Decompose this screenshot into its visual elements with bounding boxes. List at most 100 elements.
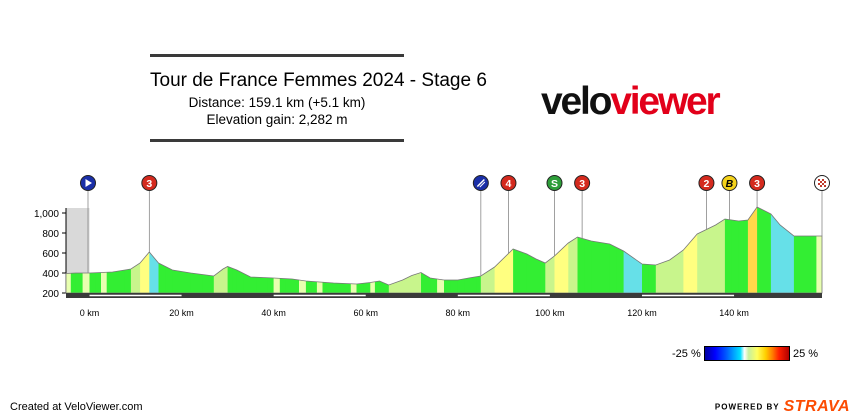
gradient-segment <box>536 207 542 293</box>
gradient-segment <box>720 207 726 293</box>
gradient-segment <box>572 207 579 293</box>
gradient-segment <box>697 207 704 293</box>
gradient-segment <box>799 207 806 293</box>
gradient-segment <box>487 207 496 293</box>
gradient-color-scale <box>704 346 790 361</box>
gradient-segment <box>703 207 711 293</box>
gradient-segment <box>731 207 740 293</box>
marker-sprint-label: S <box>551 178 558 190</box>
y-tick-label: 1,000 <box>34 209 59 220</box>
gradient-segment <box>363 207 371 293</box>
gradient-segment <box>603 207 611 293</box>
x-tick-label: 120 km <box>627 308 657 318</box>
gradient-segment <box>545 207 551 293</box>
gradient-segment <box>184 207 192 293</box>
gradient-segment <box>757 207 765 293</box>
start-play-icon <box>85 179 92 187</box>
x-tick-label: 140 km <box>719 308 749 318</box>
gradient-segment <box>747 207 754 293</box>
gradient-segment <box>805 207 812 293</box>
gradient-segment <box>250 207 257 293</box>
gradient-segment <box>584 207 592 293</box>
gradient-segment <box>232 207 238 293</box>
gradient-segment <box>775 207 781 293</box>
elevation-gain-label: Elevation gain: 2,282 m <box>206 112 348 127</box>
gradient-segment <box>135 207 141 293</box>
distance-label: Distance: 159.1 km (+5.1 km) <box>188 95 366 110</box>
gradient-segment <box>430 207 438 293</box>
gradient-segment <box>577 207 585 293</box>
y-tick-label: 800 <box>42 229 59 240</box>
gradient-segment <box>743 207 749 293</box>
title-rule-bottom <box>150 139 404 142</box>
x-tick-label: 100 km <box>535 308 565 318</box>
plot-area: 200 400 600 800 1,000 0 km 20 km 40 km 60 km 80 k… <box>34 175 830 318</box>
profile-fill-group <box>66 207 822 293</box>
marker-bonus-circle <box>721 175 738 191</box>
gradient-segment <box>130 207 137 293</box>
gradient-segment <box>609 207 618 293</box>
gradient-segment <box>500 207 508 293</box>
gradient-segment <box>322 207 329 293</box>
finish-checker-icon <box>820 181 822 183</box>
gradient-segment <box>279 207 287 293</box>
gradient-segment <box>816 207 822 293</box>
gradient-segment <box>118 207 126 293</box>
gradient-segment <box>333 207 340 293</box>
x-tick-label: 20 km <box>169 308 194 318</box>
gradient-segment <box>149 207 155 293</box>
gradient-segment <box>89 207 96 293</box>
marker-climb-label: 3 <box>146 178 152 190</box>
gradient-segment <box>196 207 203 293</box>
finish-checker-icon <box>818 183 820 185</box>
gradient-segment <box>494 207 502 293</box>
y-tick-label: 200 <box>42 289 59 300</box>
gradient-segment <box>267 207 275 293</box>
gradient-segment <box>810 207 817 293</box>
gradient-segment <box>591 207 598 293</box>
gradient-segment <box>616 207 625 293</box>
gradient-segment <box>770 207 777 293</box>
flamme-rouge-icon <box>476 178 485 188</box>
gradient-segment <box>690 207 698 293</box>
gradient-segment <box>738 207 744 293</box>
marker-climb-circle <box>500 175 517 191</box>
marker-sprint-circle <box>546 175 563 191</box>
marker-climb-label: 2 <box>704 178 710 190</box>
gradient-segment <box>655 207 664 293</box>
y-tick-label: 600 <box>42 249 59 260</box>
marker-climb-circle <box>574 175 591 191</box>
gradient-segment <box>273 207 281 293</box>
gradient-segment <box>787 207 795 293</box>
gradient-segment <box>178 207 186 293</box>
gradient-segment <box>218 207 224 293</box>
gradient-segment <box>457 207 466 293</box>
powered-by-strava: POWERED BY STRAVA <box>715 398 850 416</box>
gradient-segment <box>305 207 312 293</box>
x-tick-label: 0 km <box>80 308 100 318</box>
gradient-segment <box>345 207 352 293</box>
profile-baseline <box>66 293 822 298</box>
finish-checker-icon <box>822 179 824 181</box>
gradient-segment <box>124 207 132 293</box>
y-tick-label: 400 <box>42 269 59 280</box>
gradient-segment <box>416 207 422 293</box>
strava-logo-text: STRAVA <box>783 398 850 415</box>
gradient-segment <box>683 207 691 293</box>
gradient-segment <box>531 207 537 293</box>
gradient-segment <box>676 207 684 293</box>
veloviewer-logo: veloviewer <box>541 80 721 124</box>
gradient-segment <box>402 207 408 293</box>
gradient-segment <box>526 207 533 293</box>
gradient-segment <box>561 207 569 293</box>
gradient-segment <box>190 207 198 293</box>
legend-max-label: 25 % <box>793 348 819 360</box>
gradient-segment <box>437 207 445 293</box>
neutral-zone <box>66 208 90 293</box>
x-tick-label: 40 km <box>261 308 286 318</box>
gradient-segment <box>629 207 637 293</box>
gradient-segment <box>662 207 671 293</box>
gradient-segment <box>444 207 452 293</box>
gradient-segment <box>513 207 521 293</box>
